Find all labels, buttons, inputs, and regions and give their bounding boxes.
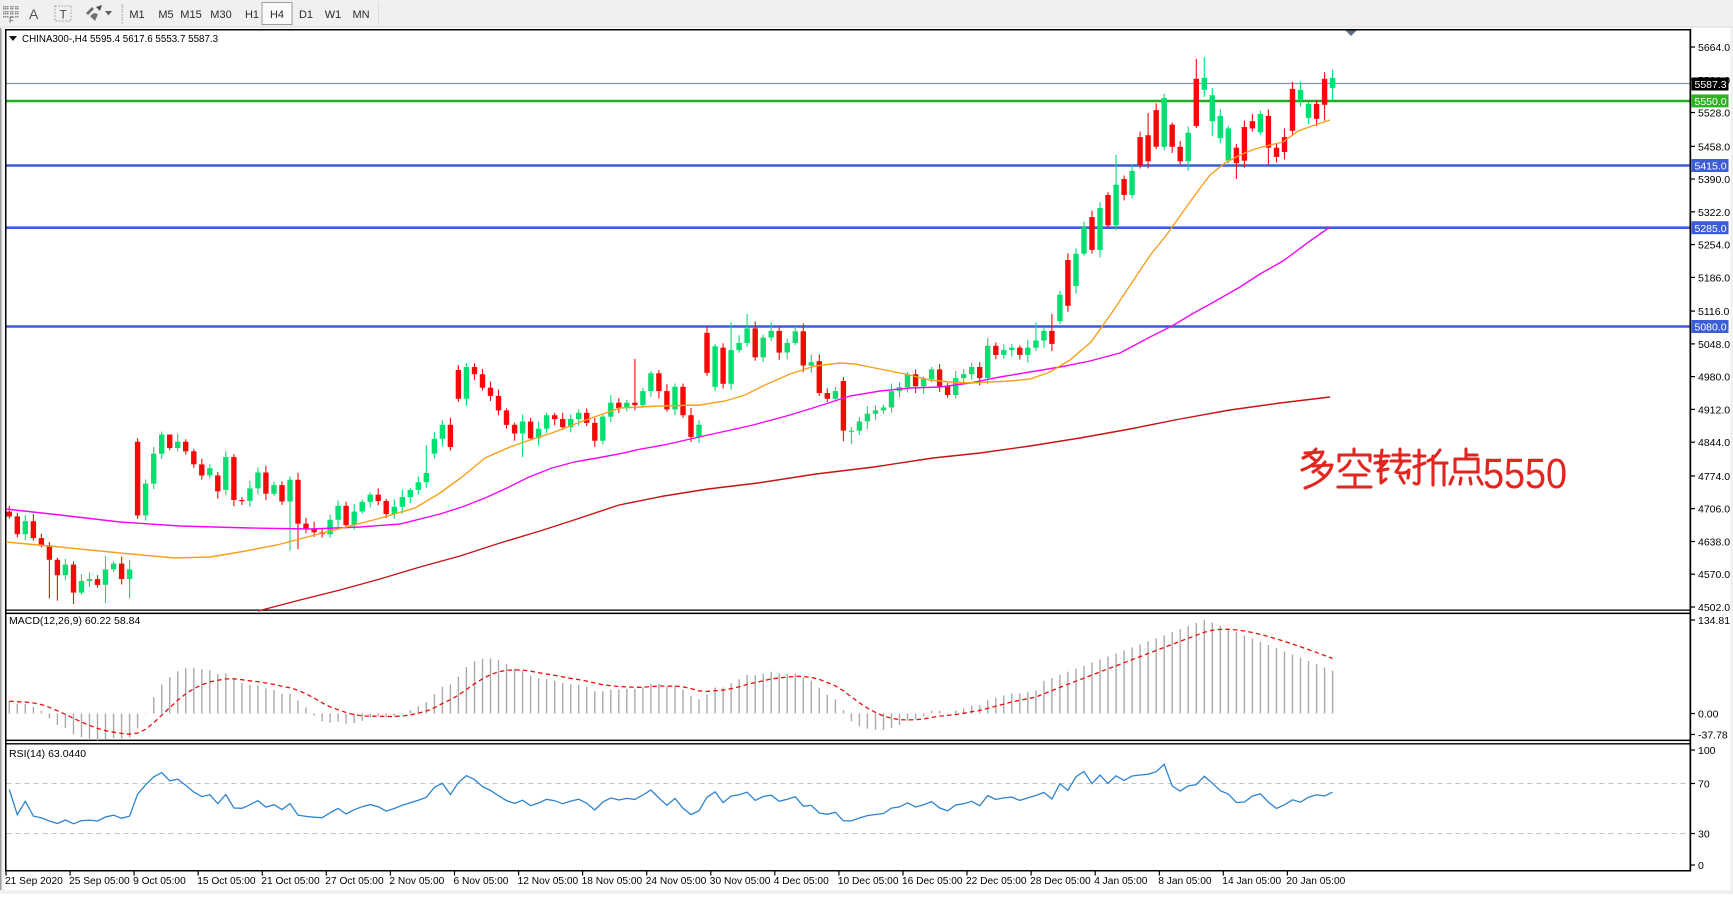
svg-text:30: 30	[1698, 829, 1710, 841]
svg-text:H1: H1	[245, 9, 259, 21]
svg-text:30 Nov 05:00: 30 Nov 05:00	[710, 876, 771, 887]
svg-text:5550: 5550	[1483, 450, 1567, 498]
svg-text:RSI(14) 63.0440: RSI(14) 63.0440	[9, 748, 86, 760]
svg-text:4 Jan 05:00: 4 Jan 05:00	[1094, 876, 1148, 887]
svg-text:5664.0: 5664.0	[1698, 42, 1730, 54]
svg-text:10 Dec 05:00: 10 Dec 05:00	[838, 876, 899, 887]
svg-text:16 Dec 05:00: 16 Dec 05:00	[902, 876, 963, 887]
svg-text:5254.0: 5254.0	[1698, 240, 1730, 252]
svg-text:5528.0: 5528.0	[1698, 108, 1730, 120]
svg-text:12 Nov 05:00: 12 Nov 05:00	[518, 876, 579, 887]
svg-text:M1: M1	[129, 9, 144, 21]
svg-text:70: 70	[1698, 779, 1710, 791]
svg-text:5322.0: 5322.0	[1698, 207, 1730, 219]
svg-text:M30: M30	[210, 9, 231, 21]
svg-text:W1: W1	[325, 9, 342, 21]
svg-text:D1: D1	[299, 9, 313, 21]
svg-text:6 Nov 05:00: 6 Nov 05:00	[454, 876, 509, 887]
svg-text:MACD(12,26,9) 60.22 58.84: MACD(12,26,9) 60.22 58.84	[9, 615, 140, 627]
svg-text:100: 100	[1698, 745, 1716, 757]
svg-text:M15: M15	[180, 9, 201, 21]
svg-text:T: T	[60, 8, 68, 22]
svg-text:25 Sep 05:00: 25 Sep 05:00	[69, 876, 130, 887]
svg-text:9 Oct 05:00: 9 Oct 05:00	[133, 876, 186, 887]
svg-text:0: 0	[1698, 860, 1704, 872]
svg-text:22 Dec 05:00: 22 Dec 05:00	[966, 876, 1027, 887]
svg-text:F: F	[9, 16, 14, 25]
svg-text:4638.0: 4638.0	[1698, 537, 1730, 549]
svg-text:21 Sep 2020: 21 Sep 2020	[5, 876, 63, 887]
svg-text:-37.78: -37.78	[1698, 730, 1728, 742]
svg-text:14 Jan 05:00: 14 Jan 05:00	[1222, 876, 1281, 887]
svg-text:5587.3: 5587.3	[1695, 79, 1727, 91]
svg-text:4502.0: 4502.0	[1698, 602, 1730, 614]
svg-text:5186.0: 5186.0	[1698, 272, 1730, 284]
svg-text:5116.0: 5116.0	[1698, 306, 1729, 318]
svg-text:5550.0: 5550.0	[1695, 96, 1727, 108]
svg-text:27 Oct 05:00: 27 Oct 05:00	[325, 876, 384, 887]
svg-text:4844.0: 4844.0	[1698, 437, 1730, 449]
svg-text:5458.0: 5458.0	[1698, 141, 1730, 153]
svg-text:20 Jan 05:00: 20 Jan 05:00	[1286, 876, 1345, 887]
svg-text:MN: MN	[352, 9, 369, 21]
svg-text:5080.0: 5080.0	[1695, 322, 1727, 334]
svg-text:8 Jan 05:00: 8 Jan 05:00	[1158, 876, 1212, 887]
svg-text:M5: M5	[158, 9, 173, 21]
svg-text:5390.0: 5390.0	[1698, 174, 1730, 186]
svg-text:4980.0: 4980.0	[1698, 372, 1730, 384]
svg-text:134.81: 134.81	[1698, 615, 1730, 627]
svg-text:28 Dec 05:00: 28 Dec 05:00	[1030, 876, 1091, 887]
svg-text:18 Nov 05:00: 18 Nov 05:00	[582, 876, 643, 887]
svg-text:4570.0: 4570.0	[1698, 569, 1730, 581]
svg-text:A: A	[29, 6, 39, 22]
svg-text:4774.0: 4774.0	[1698, 471, 1730, 483]
svg-text:0.00: 0.00	[1698, 709, 1719, 721]
svg-text:4706.0: 4706.0	[1698, 504, 1730, 516]
svg-text:5415.0: 5415.0	[1695, 161, 1727, 173]
svg-text:4912.0: 4912.0	[1698, 404, 1730, 416]
svg-text:21 Oct 05:00: 21 Oct 05:00	[261, 876, 320, 887]
svg-text:4 Dec 05:00: 4 Dec 05:00	[774, 876, 829, 887]
svg-text:2 Nov 05:00: 2 Nov 05:00	[389, 876, 444, 887]
svg-text:CHINA300-,H4 5595.4 5617.6 55: CHINA300-,H4 5595.4 5617.6 5553.7 5587.3	[22, 34, 219, 45]
svg-text:5048.0: 5048.0	[1698, 339, 1730, 351]
svg-text:5285.0: 5285.0	[1695, 223, 1727, 235]
svg-text:15 Oct 05:00: 15 Oct 05:00	[197, 876, 256, 887]
svg-text:24 Nov 05:00: 24 Nov 05:00	[646, 876, 707, 887]
svg-text:H4: H4	[270, 9, 284, 21]
